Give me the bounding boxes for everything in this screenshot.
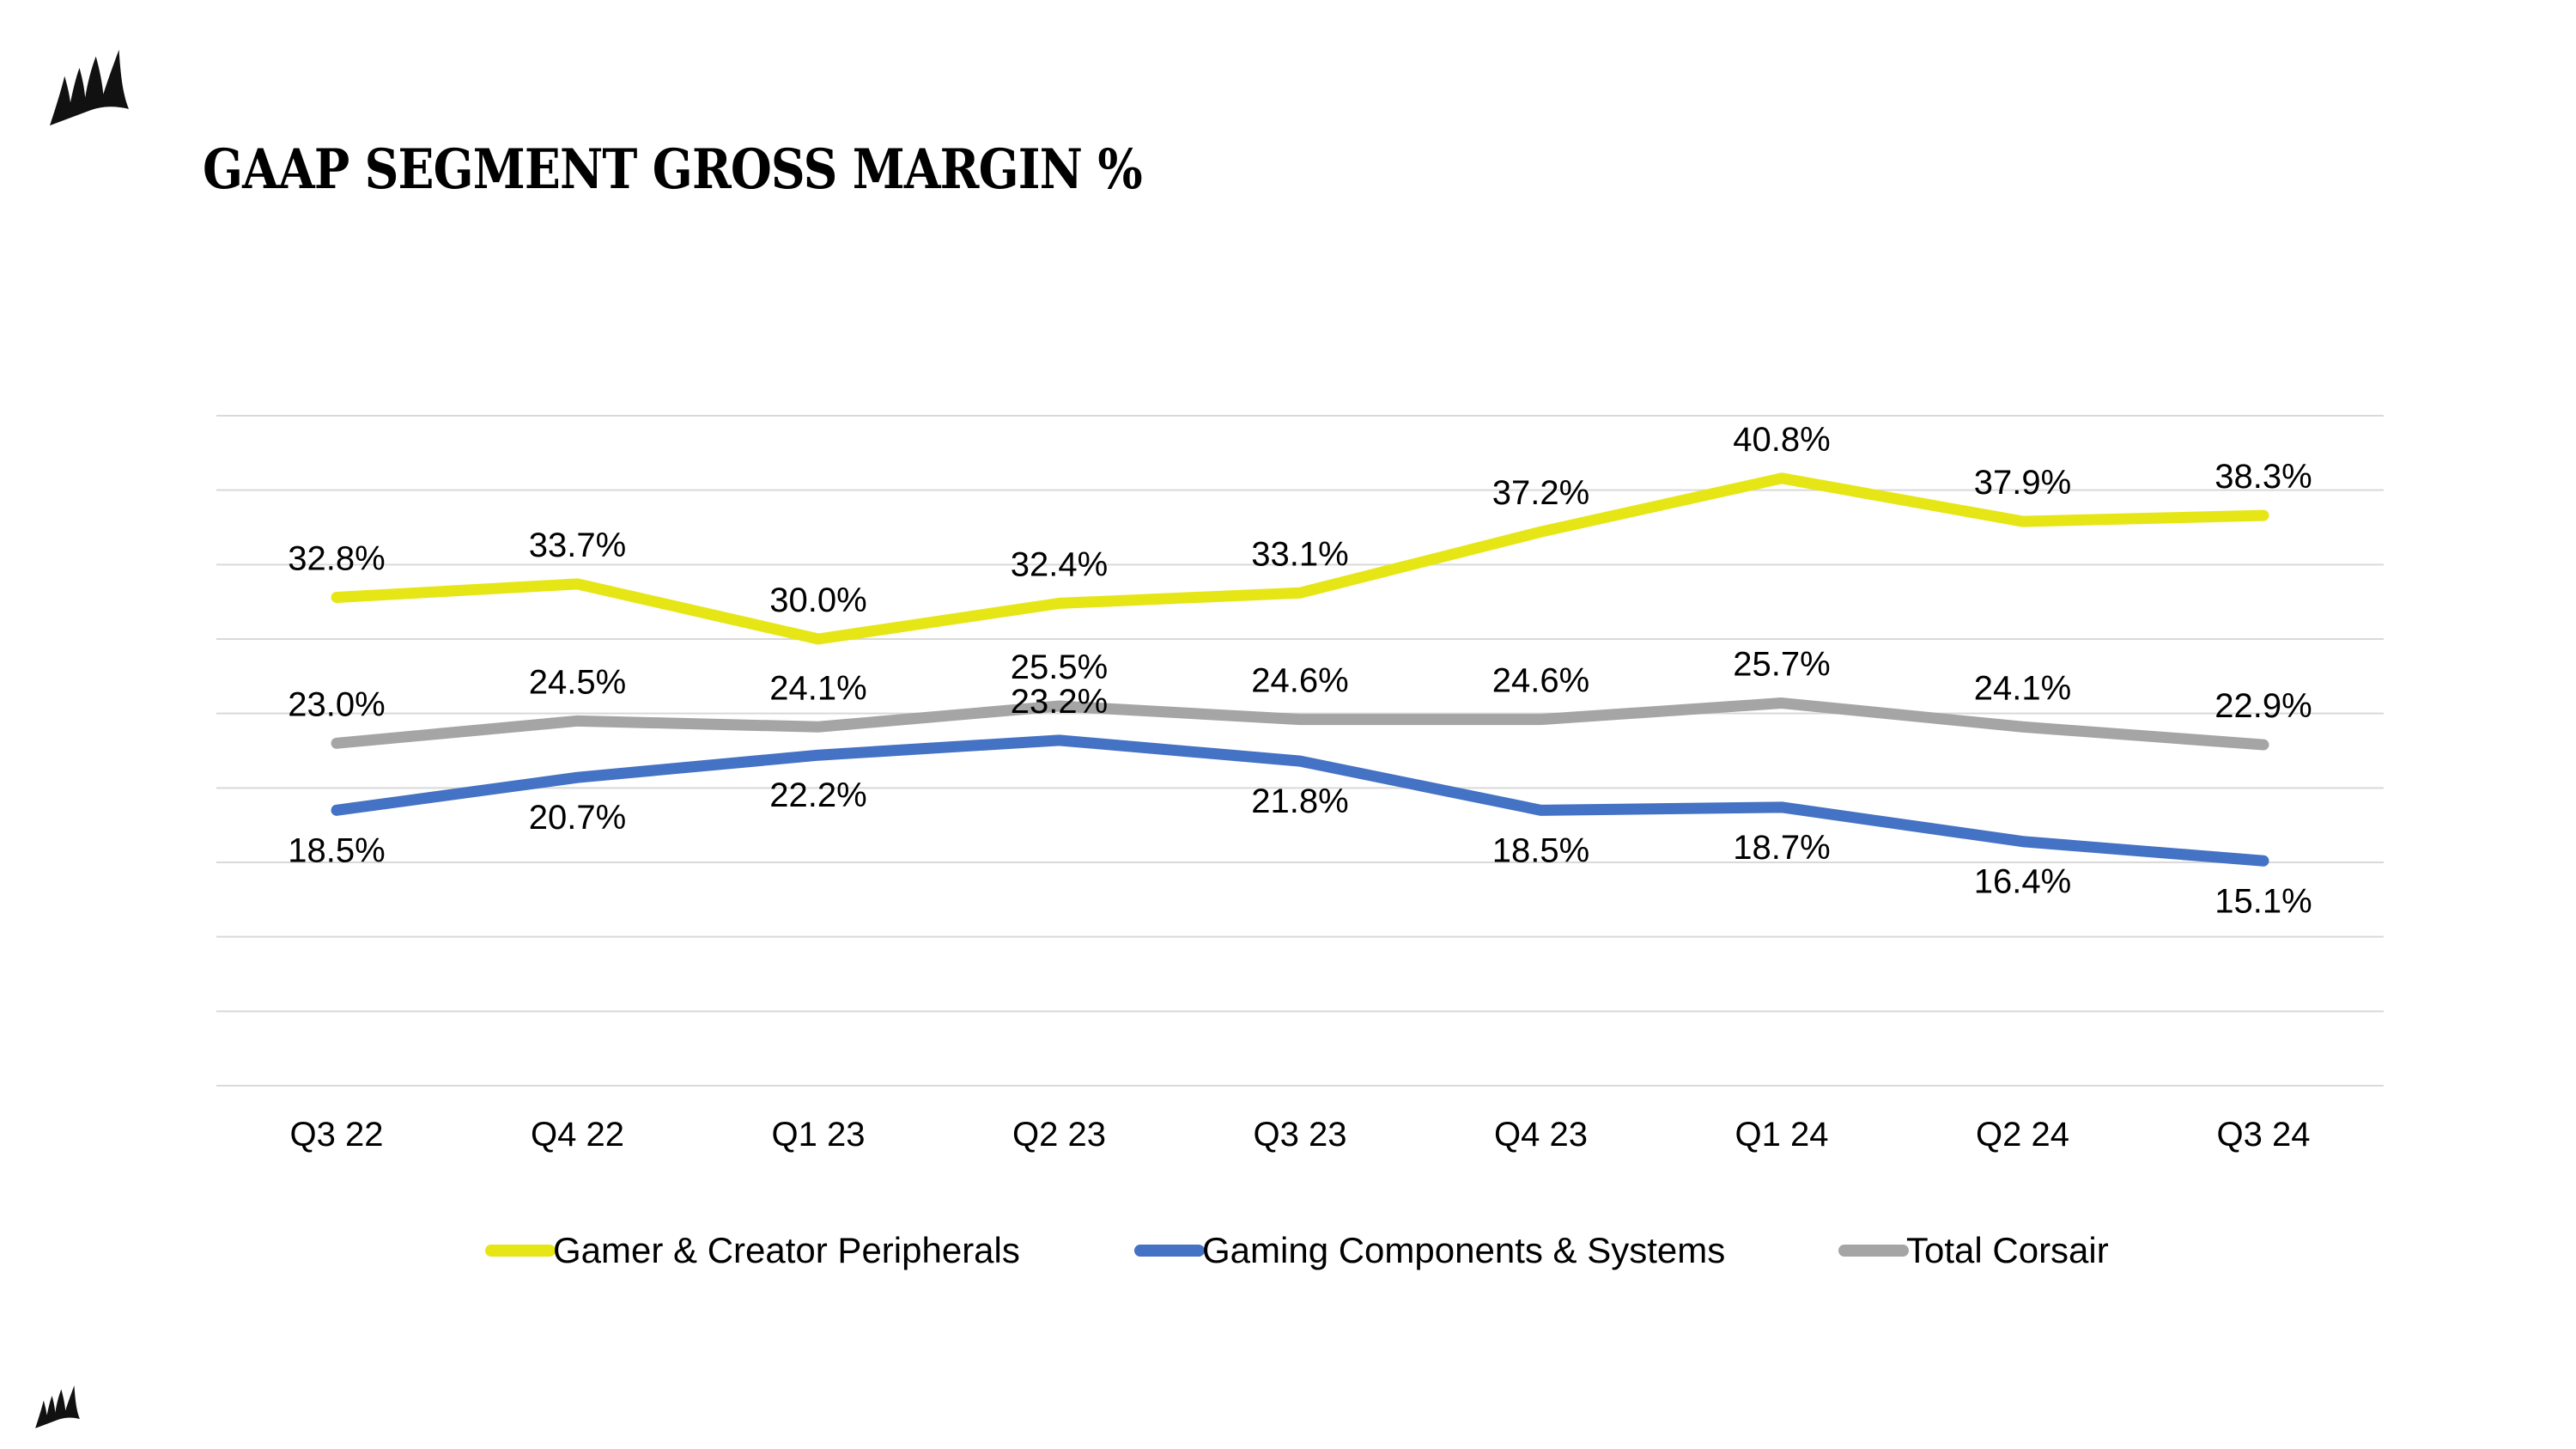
x-tick-label: Q4 23 <box>1494 1116 1588 1154</box>
x-tick-label: Q4 22 <box>531 1116 624 1154</box>
data-label: 16.4% <box>1974 863 2071 901</box>
data-label: 32.8% <box>288 539 385 577</box>
x-tick-label: Q2 23 <box>1012 1116 1106 1154</box>
data-label: 24.6% <box>1251 662 1348 700</box>
series-line-1 <box>331 734 2269 867</box>
data-label: 33.7% <box>529 527 626 564</box>
data-label: 21.8% <box>1251 782 1348 820</box>
data-label: 25.7% <box>1733 646 1830 684</box>
data-label: 23.0% <box>288 685 385 723</box>
legend-label: Gaming Components & Systems <box>1202 1230 1725 1270</box>
corsair-logo-icon <box>50 49 129 126</box>
data-label: 23.2% <box>1011 683 1108 721</box>
x-tick-label: Q3 22 <box>290 1116 384 1154</box>
series-lines <box>331 472 2269 867</box>
data-label: 22.2% <box>769 776 866 814</box>
x-tick-labels: Q3 22 Q4 22 Q1 23 Q2 23 Q3 23 Q4 23 Q1 24 Q2 24… <box>290 1116 2311 1154</box>
data-label: 25.5% <box>1011 648 1108 686</box>
data-label: 38.3% <box>2215 458 2312 496</box>
corsair-logo-icon <box>35 1385 80 1428</box>
x-tick-label: Q1 23 <box>772 1116 866 1154</box>
data-label: 24.1% <box>1974 669 2071 707</box>
data-label: 20.7% <box>529 799 626 837</box>
legend: Gamer & Creator Peripherals Gaming Compon… <box>485 1230 2109 1270</box>
data-label: 15.1% <box>2215 882 2312 920</box>
data-label: 18.7% <box>1733 829 1830 867</box>
data-label: 37.2% <box>1492 474 1589 512</box>
data-label: 18.5% <box>288 831 385 869</box>
data-label: 22.9% <box>2215 687 2312 725</box>
data-label: 37.9% <box>1974 464 2071 502</box>
data-label: 24.1% <box>769 669 866 707</box>
data-label: 30.0% <box>769 581 866 619</box>
x-tick-label: Q2 24 <box>1976 1116 2069 1154</box>
data-label: 40.8% <box>1733 421 1830 459</box>
x-tick-label: Q3 23 <box>1254 1116 1347 1154</box>
grid <box>216 415 2384 1087</box>
series-line-2 <box>331 697 2269 751</box>
data-label: 32.4% <box>1011 545 1108 583</box>
x-tick-label: Q1 24 <box>1735 1116 1829 1154</box>
x-tick-label: Q3 24 <box>2217 1116 2311 1154</box>
series-line-0 <box>331 472 2269 645</box>
page-title: GAAP SEGMENT GROSS MARGIN % <box>203 137 1143 202</box>
data-label: 24.6% <box>1492 662 1589 700</box>
legend-label: Gamer & Creator Peripherals <box>553 1230 1020 1270</box>
data-label: 33.1% <box>1251 535 1348 573</box>
data-labels: 32.8% 33.7% 30.0% 32.4% 33.1% 37.2% 40.8% 37.9%… <box>288 421 2312 920</box>
data-label: 24.5% <box>529 663 626 701</box>
data-label: 18.5% <box>1492 831 1589 869</box>
legend-label: Total Corsair <box>1906 1230 2109 1270</box>
